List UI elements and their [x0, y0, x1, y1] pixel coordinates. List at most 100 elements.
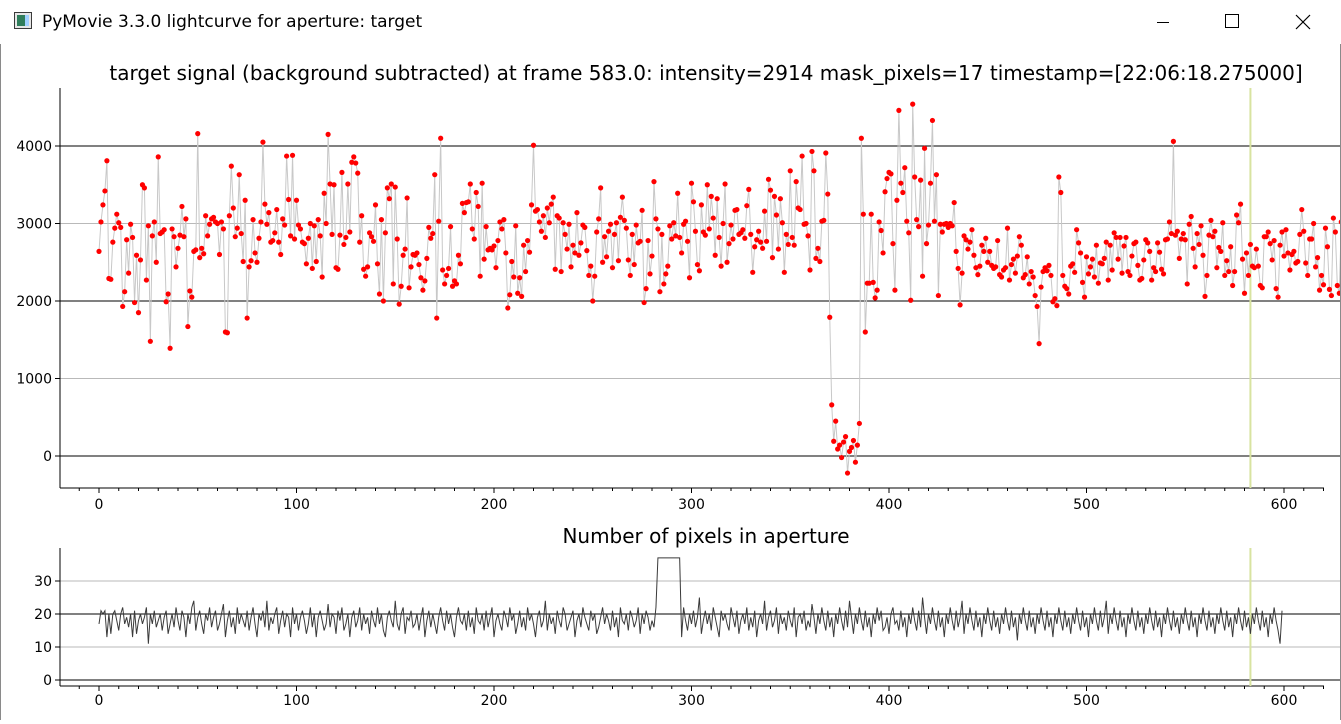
intensity-point — [1046, 262, 1052, 268]
intensity-point — [471, 236, 477, 242]
intensity-point — [481, 256, 487, 262]
x-tick-label: 500 — [1073, 693, 1100, 709]
intensity-point — [1095, 280, 1101, 286]
intensity-point — [631, 261, 637, 268]
minimize-button[interactable] — [1123, 0, 1193, 44]
intensity-point — [1022, 272, 1028, 278]
intensity-point — [671, 220, 677, 226]
intensity-point — [254, 259, 260, 265]
intensity-point — [114, 211, 120, 217]
intensity-point — [1200, 252, 1206, 258]
intensity-point — [1087, 264, 1094, 270]
x-tick-label: 300 — [678, 693, 705, 709]
intensity-point — [1103, 239, 1109, 245]
x-tick-label: 0 — [95, 497, 104, 513]
intensity-point — [1155, 240, 1161, 246]
intensity-point — [550, 194, 556, 200]
intensity-point — [153, 259, 159, 265]
intensity-point — [404, 195, 410, 201]
intensity-point — [1149, 277, 1155, 283]
intensity-point — [313, 258, 319, 265]
intensity-point — [1328, 292, 1334, 299]
pixel-count-line — [98, 557, 1283, 644]
intensity-point — [965, 246, 971, 252]
intensity-point — [1234, 212, 1240, 218]
lightcurve-charts[interactable]: target signal (background subtracted) at… — [1, 44, 1341, 720]
intensity-point — [143, 277, 149, 283]
intensity-point — [742, 235, 748, 241]
intensity-point — [380, 298, 386, 304]
intensity-point — [998, 274, 1005, 280]
intensity-point — [805, 233, 811, 239]
intensity-point — [436, 218, 442, 224]
intensity-point — [937, 221, 943, 227]
intensity-point — [1330, 215, 1336, 221]
intensity-point — [779, 220, 785, 226]
intensity-point — [135, 310, 142, 316]
intensity-point — [291, 236, 298, 242]
intensity-point — [1064, 286, 1070, 292]
intensity-point — [220, 226, 227, 232]
intensity-point — [637, 238, 643, 244]
intensity-point — [919, 273, 926, 279]
maximize-button[interactable] — [1197, 0, 1267, 44]
intensity-point — [116, 220, 122, 226]
x-tick-label: 400 — [876, 693, 903, 709]
intensity-point — [981, 248, 987, 254]
intensity-point — [1054, 303, 1060, 309]
intensity-point — [1117, 234, 1123, 241]
intensity-point — [761, 208, 768, 214]
intensity-point — [133, 252, 140, 258]
intensity-point — [274, 206, 280, 213]
intensity-point — [1226, 268, 1232, 275]
intensity-point — [718, 263, 724, 269]
intensity-point — [1044, 268, 1050, 274]
intensity-point — [651, 179, 657, 185]
intensity-point — [258, 219, 264, 225]
intensity-point — [483, 224, 489, 230]
intensity-point — [297, 226, 304, 232]
intensity-point — [374, 261, 381, 267]
intensity-point — [173, 264, 179, 270]
intensity-point — [769, 255, 776, 261]
intensity-point — [544, 205, 550, 211]
intensity-point — [1206, 232, 1212, 238]
intensity-point — [925, 222, 932, 228]
intensity-point — [1166, 219, 1173, 225]
intensity-point — [444, 272, 450, 279]
intensity-point — [821, 217, 827, 223]
y-tick-label: 3000 — [16, 217, 52, 233]
intensity-point — [1338, 219, 1341, 225]
y-tick-label: 20 — [34, 607, 52, 623]
intensity-point — [469, 226, 475, 232]
intensity-point — [396, 301, 402, 307]
close-button[interactable] — [1269, 0, 1339, 44]
intensity-point — [633, 222, 639, 228]
intensity-point — [558, 268, 564, 275]
intensity-point — [108, 276, 114, 282]
intensity-point — [973, 265, 979, 271]
intensity-point — [1072, 269, 1078, 275]
intensity-point — [807, 267, 813, 273]
intensity-point — [120, 303, 126, 310]
intensity-point — [1198, 223, 1204, 229]
intensity-point — [175, 245, 181, 251]
intensity-point — [596, 216, 602, 222]
intensity-point — [659, 231, 665, 237]
intensity-point — [1058, 189, 1064, 196]
y-tick-label: 30 — [34, 574, 52, 590]
intensity-point — [408, 264, 414, 270]
intensity-point — [623, 225, 629, 231]
intensity-point — [325, 131, 331, 137]
intensity-point — [337, 232, 343, 238]
intensity-point — [343, 234, 349, 241]
intensity-point — [860, 211, 866, 217]
intensity-point — [767, 187, 774, 193]
intensity-point — [280, 216, 286, 222]
intensity-point — [501, 217, 507, 223]
intensity-line — [98, 104, 1341, 474]
intensity-point — [1314, 255, 1321, 261]
intensity-point — [760, 245, 766, 251]
intensity-point — [959, 270, 965, 276]
intensity-point — [724, 259, 730, 265]
